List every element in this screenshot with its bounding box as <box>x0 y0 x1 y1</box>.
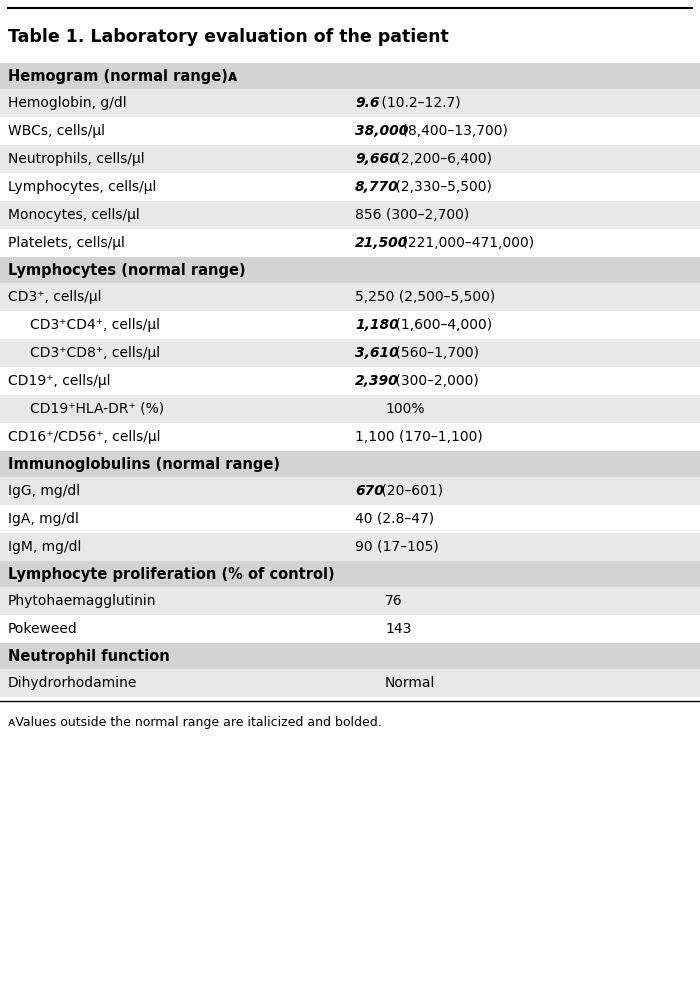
Text: 76: 76 <box>385 594 402 608</box>
Text: CD3⁺CD4⁺, cells/μl: CD3⁺CD4⁺, cells/μl <box>30 318 160 332</box>
Bar <box>0 533 700 561</box>
Bar <box>0 451 700 477</box>
Text: IgG, mg/dl: IgG, mg/dl <box>8 484 80 498</box>
Text: Monocytes, cells/μl: Monocytes, cells/μl <box>8 208 140 222</box>
Bar <box>0 423 700 451</box>
Text: 1,180: 1,180 <box>355 318 399 332</box>
Text: Lymphocyte proliferation (% of control): Lymphocyte proliferation (% of control) <box>8 566 335 581</box>
Bar <box>0 145 700 173</box>
Text: (221,000–471,000): (221,000–471,000) <box>398 236 534 250</box>
Text: (1,600–4,000): (1,600–4,000) <box>391 318 492 332</box>
Text: 856 (300–2,700): 856 (300–2,700) <box>355 208 469 222</box>
Text: 8,770: 8,770 <box>355 180 399 194</box>
Text: CD3⁺, cells/μl: CD3⁺, cells/μl <box>8 290 101 304</box>
Text: 143: 143 <box>385 622 412 636</box>
Bar <box>0 89 700 117</box>
Text: 90 (17–105): 90 (17–105) <box>355 540 439 554</box>
Text: 1,100 (170–1,100): 1,100 (170–1,100) <box>355 430 483 444</box>
Text: Platelets, cells/μl: Platelets, cells/μl <box>8 236 125 250</box>
Bar <box>0 63 700 89</box>
Text: WBCs, cells/μl: WBCs, cells/μl <box>8 124 105 138</box>
Text: 5,250 (2,500–5,500): 5,250 (2,500–5,500) <box>355 290 496 304</box>
Text: 40 (2.8–47): 40 (2.8–47) <box>355 512 434 526</box>
Text: Immunoglobulins (normal range): Immunoglobulins (normal range) <box>8 456 280 471</box>
Bar <box>0 311 700 339</box>
Text: Table 1. Laboratory evaluation of the patient: Table 1. Laboratory evaluation of the pa… <box>8 28 449 46</box>
Text: 21,500: 21,500 <box>355 236 408 250</box>
Text: ᴀValues outside the normal range are italicized and bolded.: ᴀValues outside the normal range are ita… <box>8 716 382 729</box>
Text: IgM, mg/dl: IgM, mg/dl <box>8 540 81 554</box>
Text: (560–1,700): (560–1,700) <box>391 346 479 360</box>
Text: Hemoglobin, g/dl: Hemoglobin, g/dl <box>8 96 127 110</box>
Text: 9,660: 9,660 <box>355 152 399 166</box>
Text: 3,610: 3,610 <box>355 346 399 360</box>
Text: 100%: 100% <box>385 402 424 416</box>
Text: (8,400–13,700): (8,400–13,700) <box>398 124 508 138</box>
Bar <box>0 229 700 257</box>
Bar <box>0 587 700 615</box>
Bar <box>0 395 700 423</box>
Text: Hemogram (normal range)ᴀ: Hemogram (normal range)ᴀ <box>8 68 237 83</box>
Bar <box>0 477 700 505</box>
Bar <box>0 643 700 669</box>
Text: Dihydrorhodamine: Dihydrorhodamine <box>8 676 137 690</box>
Text: Neutrophils, cells/μl: Neutrophils, cells/μl <box>8 152 145 166</box>
Text: 2,390: 2,390 <box>355 374 399 388</box>
Bar <box>0 173 700 201</box>
Text: IgA, mg/dl: IgA, mg/dl <box>8 512 79 526</box>
Bar <box>0 339 700 367</box>
Bar <box>0 201 700 229</box>
Bar <box>0 257 700 283</box>
Text: (300–2,000): (300–2,000) <box>391 374 479 388</box>
Bar <box>0 367 700 395</box>
Text: 38,000: 38,000 <box>355 124 408 138</box>
Text: (2,330–5,500): (2,330–5,500) <box>391 180 492 194</box>
Text: CD3⁺CD8⁺, cells/μl: CD3⁺CD8⁺, cells/μl <box>30 346 160 360</box>
Text: Neutrophil function: Neutrophil function <box>8 649 169 664</box>
Text: Normal: Normal <box>385 676 435 690</box>
Text: CD19⁺, cells/μl: CD19⁺, cells/μl <box>8 374 111 388</box>
Text: Phytohaemagglutinin: Phytohaemagglutinin <box>8 594 157 608</box>
Bar <box>0 615 700 643</box>
Bar <box>0 669 700 697</box>
Text: 9.6: 9.6 <box>355 96 379 110</box>
Bar <box>0 505 700 533</box>
Text: CD19⁺HLA-DR⁺ (%): CD19⁺HLA-DR⁺ (%) <box>30 402 164 416</box>
Bar <box>0 117 700 145</box>
Text: (20–601): (20–601) <box>377 484 442 498</box>
Text: (2,200–6,400): (2,200–6,400) <box>391 152 492 166</box>
Bar <box>0 283 700 311</box>
Text: CD16⁺/CD56⁺, cells/μl: CD16⁺/CD56⁺, cells/μl <box>8 430 160 444</box>
Text: 670: 670 <box>355 484 384 498</box>
Bar <box>0 561 700 587</box>
Text: Lymphocytes, cells/μl: Lymphocytes, cells/μl <box>8 180 156 194</box>
Text: (10.2–12.7): (10.2–12.7) <box>377 96 460 110</box>
Text: Lymphocytes (normal range): Lymphocytes (normal range) <box>8 263 246 278</box>
Text: Pokeweed: Pokeweed <box>8 622 78 636</box>
